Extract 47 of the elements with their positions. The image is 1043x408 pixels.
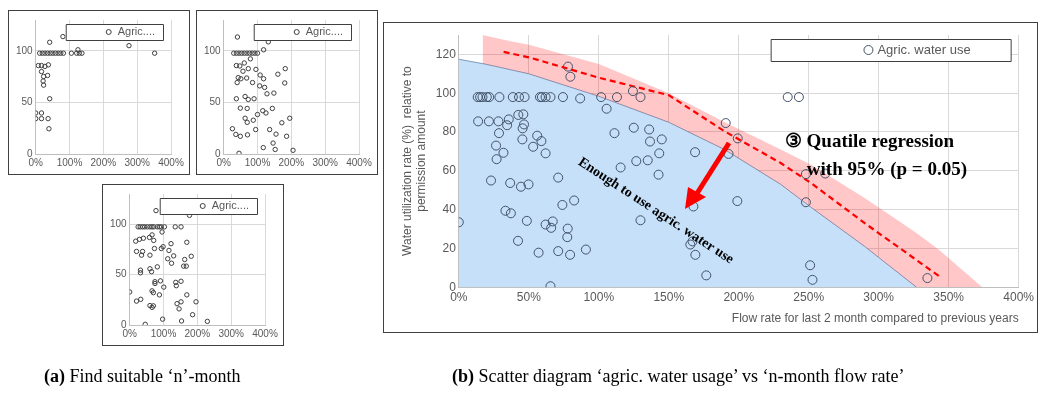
x-tick-label: 50%	[516, 289, 542, 304]
legend-label: Agric....	[117, 25, 156, 38]
y-tick-label: 100	[204, 44, 222, 56]
x-tick-label: 300%	[312, 156, 339, 168]
x-tick-label: 300%	[124, 156, 151, 168]
x-tick-label: 200%	[184, 327, 211, 339]
x-tick-label: 300%	[218, 327, 245, 339]
y-tick-label: 0	[27, 147, 34, 159]
legend-label: Agric....	[305, 25, 344, 38]
x-tick-label: 0%	[28, 156, 44, 168]
y-tick-label: 50	[115, 268, 128, 280]
legend-label: Agric....	[211, 199, 250, 212]
y-tick-label: 20	[442, 240, 457, 255]
x-tick-label: 100%	[150, 327, 177, 339]
y-tick-label: 60	[442, 163, 457, 178]
y-tick-label: 100	[435, 85, 457, 100]
text: (a) Find suitable ‘n’-month	[44, 366, 241, 387]
y-tick-label: 0	[121, 318, 128, 330]
x-tick-label: 200%	[90, 156, 117, 168]
x-tick-label: 100%	[583, 289, 615, 304]
legend-label: Agric. water use	[877, 41, 971, 57]
x-tick-label: 0%	[122, 327, 138, 339]
x-tick-label: 400%	[346, 156, 372, 168]
x-tick-label: 350%	[933, 289, 965, 304]
y-tick-label: 50	[21, 96, 34, 108]
y-tick-label: 100	[16, 44, 34, 56]
y-tick-label: 0	[215, 147, 222, 159]
x-tick-label: 400%	[252, 327, 278, 339]
text: (b) Scatter diagram ‘agric. water usage’ vs ‘n-month flow rate’	[452, 366, 905, 387]
y-tick-label: 80	[442, 124, 457, 139]
x-tick-label: 400%	[158, 156, 184, 168]
annotation: ③ Quatile regression with 95% (p = 0.05)	[784, 129, 968, 180]
y-tick-label: 50	[209, 96, 222, 108]
y-tick-label: 100	[110, 217, 128, 229]
x-tick-label: 100%	[244, 156, 271, 168]
x-tick-label: 0%	[216, 156, 232, 168]
x-axis-title: Flow rate for last 2 month compared to previous years	[731, 311, 1019, 326]
y-tick-label: 120	[435, 46, 457, 61]
y-axis-title: Water utilization rate (%) relative to permission amount	[399, 65, 428, 256]
x-tick-label: 200%	[723, 289, 755, 304]
y-tick-label: 40	[442, 201, 457, 216]
x-tick-label: 200%	[278, 156, 305, 168]
x-tick-label: 150%	[653, 289, 685, 304]
x-tick-label: 100%	[56, 156, 83, 168]
x-tick-label: 300%	[863, 289, 895, 304]
x-tick-label: 400%	[1003, 289, 1035, 304]
x-tick-label: 250%	[793, 289, 825, 304]
